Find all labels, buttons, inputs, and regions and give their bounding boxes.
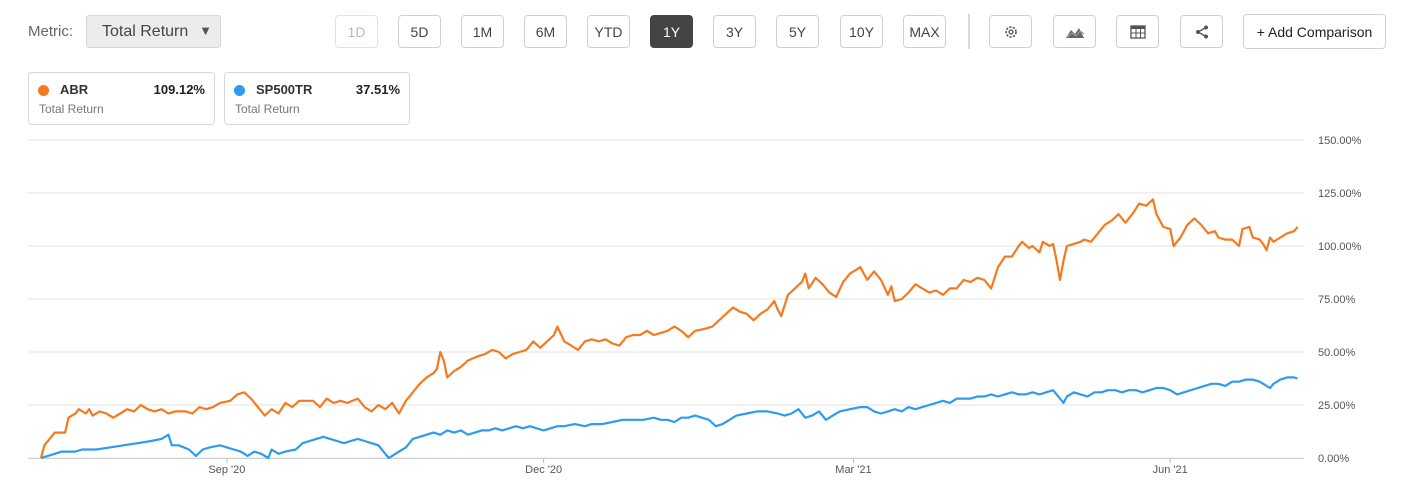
- legend-value: 109.12%: [153, 82, 205, 97]
- range-button-5d[interactable]: 5D: [398, 15, 441, 48]
- chevron-down-icon: ▼: [199, 23, 212, 38]
- area-chart-icon: [1065, 27, 1084, 38]
- range-button-3y[interactable]: 3Y: [713, 15, 756, 48]
- range-button-5y[interactable]: 5Y: [776, 15, 819, 48]
- legend-metric: Total Return: [235, 102, 300, 116]
- x-tick-label: Dec '20: [525, 464, 562, 476]
- x-tick-label: Mar '21: [835, 464, 871, 476]
- legend-card-sp500tr[interactable]: SP500TR 37.51% Total Return: [224, 72, 410, 125]
- y-tick-label: 50.00%: [1318, 347, 1356, 359]
- chart-type-button[interactable]: [1053, 15, 1096, 48]
- metric-select[interactable]: Total Return ▼: [86, 15, 221, 48]
- range-button-1m[interactable]: 1M: [461, 15, 504, 48]
- toolbar-divider: [968, 14, 970, 49]
- table-view-button[interactable]: [1116, 15, 1159, 48]
- share-icon: [1195, 25, 1208, 38]
- metric-select-value: Total Return: [102, 23, 189, 40]
- y-tick-label: 150.00%: [1318, 135, 1362, 147]
- series-color-dot: [38, 85, 49, 96]
- share-button[interactable]: [1180, 15, 1223, 48]
- table-icon: [1129, 24, 1146, 39]
- legend-value: 37.51%: [355, 82, 400, 97]
- range-button-max[interactable]: MAX: [903, 15, 946, 48]
- range-button-1y[interactable]: 1Y: [650, 15, 693, 48]
- y-tick-label: 125.00%: [1318, 188, 1362, 200]
- x-tick-label: Sep '20: [208, 464, 245, 476]
- y-tick-label: 0.00%: [1318, 453, 1349, 465]
- x-tick-label: Jun '21: [1153, 464, 1188, 476]
- y-tick-label: 25.00%: [1318, 400, 1356, 412]
- y-tick-label: 100.00%: [1318, 241, 1362, 253]
- series-color-dot: [234, 85, 245, 96]
- add-comparison-button[interactable]: + Add Comparison: [1243, 14, 1386, 49]
- gear-icon: [1004, 25, 1017, 38]
- range-button-1d[interactable]: 1D: [335, 15, 378, 48]
- settings-button[interactable]: [989, 15, 1032, 48]
- series-line-sp500tr: [40, 376, 1298, 460]
- legend-metric: Total Return: [39, 102, 104, 116]
- series-line-abr: [39, 198, 1299, 459]
- range-button-ytd[interactable]: YTD: [587, 15, 630, 48]
- y-tick-label: 75.00%: [1318, 294, 1356, 306]
- metric-label: Metric:: [28, 23, 73, 40]
- legend-card-abr[interactable]: ABR 109.12% Total Return: [28, 72, 215, 125]
- legend-ticker: ABR: [60, 82, 89, 97]
- range-button-6m[interactable]: 6M: [524, 15, 567, 48]
- range-button-10y[interactable]: 10Y: [840, 15, 883, 48]
- legend-ticker: SP500TR: [256, 82, 313, 97]
